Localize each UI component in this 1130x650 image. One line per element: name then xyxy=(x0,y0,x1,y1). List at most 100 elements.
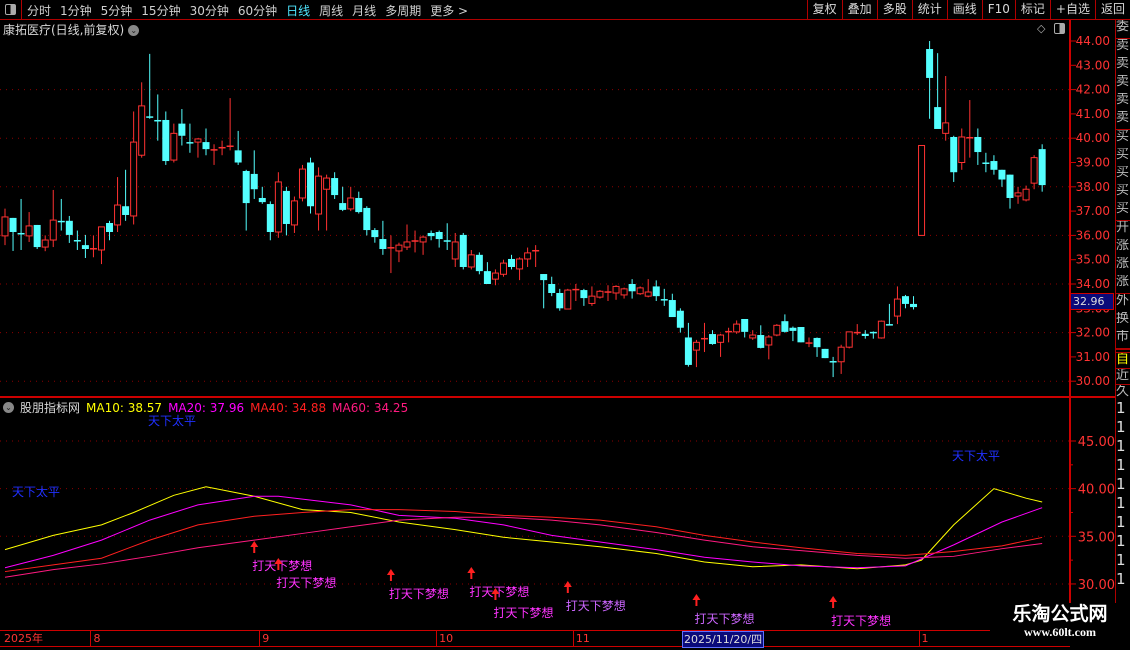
candle-body-up xyxy=(130,141,138,217)
candle-body-up xyxy=(877,320,885,339)
period-tab[interactable]: 日线 xyxy=(286,4,311,18)
candle-body-up xyxy=(893,298,901,317)
side-tab[interactable]: 买 xyxy=(1116,148,1130,162)
indicator-axis-label: 45.00 xyxy=(1078,435,1115,450)
last-price-tag: 32.96 xyxy=(1070,293,1114,310)
price-axis-label: 34.00 xyxy=(1076,277,1110,291)
side-tab[interactable]: 涨 xyxy=(1116,257,1130,271)
side-tab[interactable]: 卖 xyxy=(1116,57,1130,71)
toolbar-button[interactable]: 多股 xyxy=(876,0,912,19)
chevron-down-icon[interactable]: ⌄ xyxy=(128,25,140,36)
arrow-up-icon xyxy=(692,594,701,600)
side-tab[interactable]: 近 xyxy=(1116,368,1130,383)
candle-body-down xyxy=(508,258,516,267)
toolbar-button[interactable]: +自选 xyxy=(1049,0,1095,19)
side-row: 1 xyxy=(1116,457,1126,474)
candle-body-down xyxy=(990,161,998,170)
side-tab[interactable]: 买 xyxy=(1116,202,1130,216)
indicator-axis-label: 40.00 xyxy=(1078,483,1115,498)
signal-label: 打天下梦想 xyxy=(276,575,336,590)
side-row: 1 xyxy=(1116,476,1126,493)
period-tab[interactable]: 分时 xyxy=(27,4,52,18)
indicator-axis-label: 30.00 xyxy=(1078,578,1115,593)
period-tab[interactable]: 周线 xyxy=(319,4,344,18)
panel-toggle-icon[interactable] xyxy=(1054,23,1065,34)
indicator-axis-label: 35.00 xyxy=(1078,530,1115,545)
legend-ma: MA60: 34.25 xyxy=(332,400,409,415)
arrow-up-icon xyxy=(386,569,395,575)
price-axis-label: 30.00 xyxy=(1076,374,1110,388)
indicator-name[interactable]: 股朋指标网 xyxy=(20,401,81,415)
price-axis-label: 31.00 xyxy=(1076,350,1110,364)
candle-body-up xyxy=(644,291,652,297)
side-tab[interactable]: 换 xyxy=(1116,312,1130,326)
diamond-icon[interactable]: ◇ xyxy=(1037,22,1046,35)
candle-body-up xyxy=(837,346,845,363)
toolbar-button[interactable]: 返回 xyxy=(1094,0,1130,19)
side-tab[interactable]: 开 xyxy=(1116,220,1130,239)
candle-body-up xyxy=(114,204,122,226)
ma10-line xyxy=(4,486,1043,570)
candle-body-down xyxy=(226,145,234,147)
period-tab[interactable]: 60分钟 xyxy=(237,4,278,18)
side-tab[interactable]: 卖 xyxy=(1116,38,1130,57)
side-tab[interactable]: 委 xyxy=(1116,20,1130,34)
panel-toggle-icon[interactable] xyxy=(0,0,22,19)
time-axis: 2025年 8 9 10 11 1 2025/11/20/四 xyxy=(0,630,1070,648)
side-tab[interactable]: 卖 xyxy=(1116,93,1130,107)
period-tab[interactable]: 月线 xyxy=(352,4,377,18)
side-tab[interactable]: 卖 xyxy=(1116,111,1130,125)
candle-body-up xyxy=(323,177,331,190)
candle-body-down xyxy=(186,142,194,144)
candle-body-down xyxy=(805,342,813,344)
period-tab[interactable]: 30分钟 xyxy=(189,4,229,18)
toolbar-button[interactable]: 统计 xyxy=(911,0,947,19)
side-tab[interactable]: 久 xyxy=(1116,384,1130,399)
candle-body-down xyxy=(146,116,154,118)
chart-title: 康拓医疗(日线,前复权) ⌄ xyxy=(3,21,140,38)
period-tab[interactable]: 15分钟 xyxy=(141,4,181,18)
arrow-up-icon xyxy=(274,558,283,564)
side-tab[interactable]: 外 xyxy=(1116,293,1130,312)
candle-body-down xyxy=(926,49,934,78)
toolbar-button[interactable]: 复权 xyxy=(806,0,842,19)
side-tab[interactable]: 自 xyxy=(1116,352,1130,367)
time-label: 11 xyxy=(572,631,590,646)
side-tab[interactable]: 涨 xyxy=(1116,239,1130,253)
candle-body-up xyxy=(491,272,499,280)
candle-body-down xyxy=(725,330,733,333)
side-tab[interactable]: 买 xyxy=(1116,184,1130,198)
candle-body-down xyxy=(684,337,692,365)
side-tab[interactable]: 卖 xyxy=(1116,75,1130,89)
toolbar-button[interactable]: 画线 xyxy=(946,0,982,19)
candle-body-down xyxy=(483,271,491,284)
candle-body-up xyxy=(564,289,572,310)
candle-body-down xyxy=(475,254,483,272)
side-tab[interactable]: 市 xyxy=(1116,330,1130,344)
arrow-up-icon xyxy=(491,588,500,594)
chevron-down-icon[interactable]: ⌄ xyxy=(3,402,14,413)
period-tab[interactable]: 多周期 xyxy=(385,4,422,18)
signal-label: 打天下梦想 xyxy=(469,584,529,599)
candle-body-up xyxy=(1,216,9,237)
kline-chart[interactable]: 44.00 43.00 42.00 41.00 40.00 39.00 38.00 37.00… xyxy=(0,0,1115,630)
candle-body-up xyxy=(612,285,620,294)
candle-body-down xyxy=(17,232,25,235)
side-tab[interactable]: 买 xyxy=(1116,129,1130,148)
toolbar-button[interactable]: 标记 xyxy=(1014,0,1050,19)
period-tab[interactable]: 5分钟 xyxy=(100,4,133,18)
price-axis-label: 38.00 xyxy=(1076,180,1110,194)
period-tab[interactable]: 更多 > xyxy=(430,4,469,18)
side-row: 1 xyxy=(1116,419,1126,436)
price-axis-label: 43.00 xyxy=(1076,58,1110,72)
toolbar-button[interactable]: 叠加 xyxy=(841,0,877,19)
toolbar-button[interactable]: F10 xyxy=(981,0,1015,19)
candle-body-down xyxy=(628,284,636,292)
time-label: 9 xyxy=(259,631,269,646)
side-tab[interactable]: 涨 xyxy=(1116,275,1130,289)
candle-body-down xyxy=(250,173,258,190)
period-tabs: 分时 1分钟 5分钟 15分钟 30分钟 60分钟 日线 周线 月线 多周期 更多 > xyxy=(27,2,468,19)
side-row: 1 xyxy=(1116,438,1126,455)
period-tab[interactable]: 1分钟 xyxy=(60,4,92,18)
side-tab[interactable]: 买 xyxy=(1116,166,1130,180)
